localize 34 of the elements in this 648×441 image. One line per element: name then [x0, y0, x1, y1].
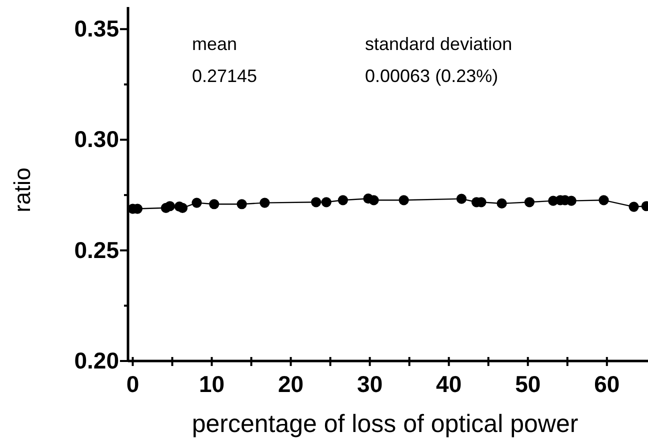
y-tick-label: 0.35: [74, 15, 120, 42]
point: [566, 196, 576, 206]
x-tick-label: 60: [594, 370, 620, 397]
y-tick-label: 0.20: [74, 347, 119, 374]
point: [236, 199, 247, 210]
point: [456, 194, 467, 204]
y-axis-title: ratio: [9, 168, 35, 212]
point: [260, 198, 270, 208]
point: [321, 197, 332, 208]
x-tick-label: 40: [436, 370, 462, 397]
point: [524, 197, 535, 208]
point: [628, 202, 639, 212]
point: [209, 199, 220, 210]
x-tick-label: 30: [357, 370, 383, 397]
point: [398, 195, 409, 206]
x-tick-label: 0: [126, 370, 140, 397]
x-axis-title: percentage of loss of optical power: [192, 410, 578, 438]
annotation: mean: [192, 34, 238, 54]
point: [177, 202, 188, 213]
point: [368, 195, 379, 206]
x-tick-label: 50: [515, 370, 541, 397]
annotation: 0.27145: [192, 66, 258, 86]
x-tick-label: 20: [278, 370, 304, 397]
point: [338, 195, 348, 206]
point: [311, 197, 322, 208]
x-tick-label: 10: [198, 370, 225, 397]
annotation: standard deviation: [365, 34, 512, 54]
y-tick-label: 0.25: [74, 236, 120, 263]
point: [192, 198, 202, 208]
point: [164, 201, 175, 212]
point: [598, 195, 609, 206]
y-tick-label: 0.30: [74, 126, 119, 152]
annotation: 0.00063 (0.23%): [365, 66, 498, 86]
point: [496, 198, 507, 209]
